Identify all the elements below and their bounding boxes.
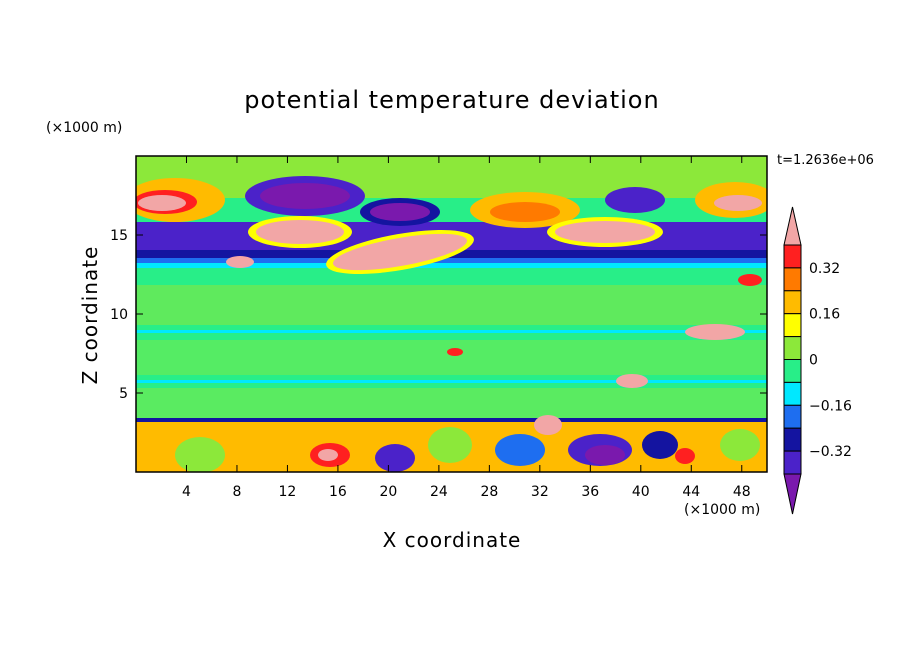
lower-blob-blue-2 (642, 431, 678, 459)
lower-blob-violet-2 (585, 445, 625, 465)
band-cyan-line-1 (136, 330, 767, 333)
blob-pink-4 (226, 256, 254, 268)
colorbar-box (783, 359, 802, 383)
band-light-green-2 (136, 340, 767, 375)
lower-blob-green-3 (720, 429, 760, 461)
colorbar-box (783, 450, 802, 475)
blob-purple-3 (605, 187, 665, 213)
colorbar-box (783, 313, 802, 338)
band-lower-blue (136, 418, 767, 422)
colorbar-box (783, 381, 802, 406)
blob-pink-2 (332, 233, 468, 271)
band-cyan (136, 263, 767, 268)
colorbar-box (783, 427, 802, 452)
lower-blob-pink-1 (318, 449, 338, 461)
lower-blob-blue-1 (495, 434, 545, 466)
time-label: t=1.2636e+06 (777, 153, 874, 168)
x-tick-label: 16 (329, 484, 347, 500)
y-tick-label: 15 (110, 228, 128, 244)
blob-red-8 (738, 274, 762, 286)
colorbar-label: 0 (809, 353, 818, 369)
band-cyan-line-2 (136, 380, 767, 383)
y-tick-label: 10 (110, 307, 128, 323)
x-tick-label: 4 (182, 484, 191, 500)
colorbar-box (783, 336, 802, 361)
x-tick-label: 12 (279, 484, 297, 500)
band-light-green (136, 285, 767, 325)
blob-pink-3 (555, 221, 655, 243)
x-ticks: 4 8 12 16 20 24 28 32 36 40 44 48 (182, 156, 751, 500)
blob-violet-2 (370, 203, 430, 221)
z-axis-unit: (×1000 m) (46, 120, 123, 136)
blob-red-mid (490, 202, 560, 222)
blob-pink-6 (616, 374, 648, 388)
x-tick-label: 36 (581, 484, 599, 500)
blob-red-7 (447, 348, 463, 356)
x-axis-unit: (×1000 m) (684, 502, 761, 518)
colorbar-label: −0.32 (809, 444, 852, 460)
colorbar-bottom-arrow (783, 473, 802, 515)
x-tick-label: 44 (682, 484, 700, 500)
x-tick-label: 8 (232, 484, 241, 500)
x-tick-label: 40 (632, 484, 650, 500)
y-tick-label: 5 (119, 386, 128, 402)
colorbar-box (783, 290, 802, 315)
lower-blob-red-2 (675, 448, 695, 464)
colorbar-box (783, 244, 802, 269)
band-light-green-3 (136, 388, 767, 418)
blob-pink-right (714, 195, 762, 211)
lower-blob-green-1 (175, 437, 225, 472)
y-ticks: 5 10 15 (110, 228, 767, 402)
x-tick-label: 48 (733, 484, 751, 500)
x-tick-label: 32 (531, 484, 549, 500)
x-axis-label: X coordinate (382, 528, 522, 552)
lower-blob-pink-2 (534, 415, 562, 435)
colorbar-label: −0.16 (809, 398, 852, 414)
blob-pink-1 (256, 220, 344, 244)
blob-pink-left (138, 195, 186, 211)
colorbar: 0.32 0.16 0 −0.16 −0.32 (783, 206, 852, 515)
lower-blob-green-2 (428, 427, 472, 463)
chart-title: potential temperature deviation (244, 86, 660, 114)
colorbar-top-arrow (783, 206, 802, 246)
colorbar-box (783, 267, 802, 292)
lower-blob-purple-1 (375, 444, 415, 472)
colorbar-label: 0.16 (809, 307, 840, 323)
x-tick-label: 24 (430, 484, 448, 500)
colorbar-box (783, 404, 802, 429)
blob-violet-1 (260, 183, 350, 209)
colorbar-label: 0.32 (809, 261, 840, 277)
x-tick-label: 28 (480, 484, 498, 500)
blob-pink-5 (685, 324, 745, 340)
band-upper-yellow (136, 156, 767, 198)
band-blue (136, 258, 767, 265)
x-tick-label: 20 (379, 484, 397, 500)
contour-field (136, 156, 767, 472)
